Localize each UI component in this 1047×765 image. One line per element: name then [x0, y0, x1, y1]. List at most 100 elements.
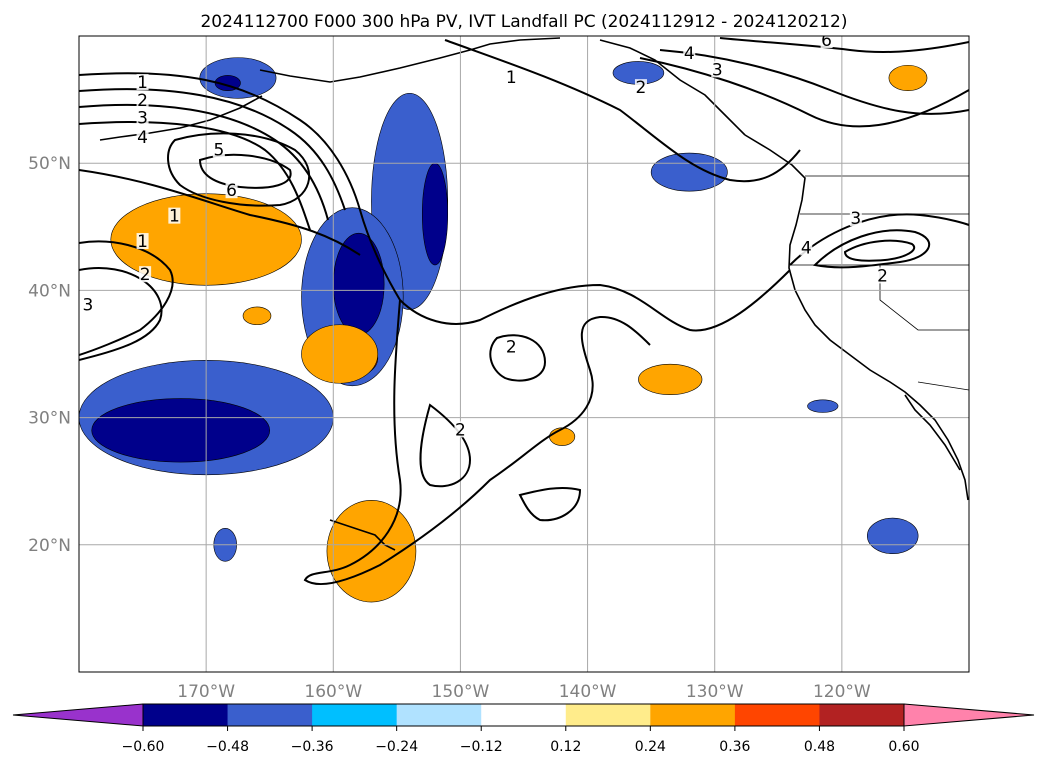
contour-label-11: 2 [636, 78, 647, 98]
contour-label-bg-1 [136, 91, 149, 108]
contour-label-3: 4 [137, 128, 148, 148]
colorbar-high-extension [903, 703, 1035, 727]
contour-label-18: 2 [506, 338, 517, 358]
pv-shaded-region-12 [807, 399, 839, 413]
contour-3-coast [659, 49, 969, 115]
contour-gulf-alaska [444, 39, 801, 183]
chart-title: 2024112700 F000 300 hPa PV, IVT Landfall… [200, 12, 847, 32]
contour-label-5: 6 [226, 181, 237, 201]
contour-label-15: 3 [850, 209, 861, 229]
colorbar-low-extension [12, 703, 144, 727]
contour-label-6: 1 [169, 207, 180, 227]
contour-label-bg-16 [800, 239, 813, 256]
colorbar-segment-5 [481, 704, 567, 726]
contour-label-bg-6 [168, 207, 181, 224]
contour-label-bg-5 [225, 182, 238, 199]
contour-label-bg-10 [505, 68, 518, 85]
pv-shaded-region-9 [650, 152, 728, 192]
contour-label-bg-19 [454, 421, 467, 438]
lon-tick-label-2: 150°W [432, 682, 490, 702]
border-us-mexico [917, 381, 969, 391]
contour-label-10: 1 [506, 68, 517, 88]
colorbar: −0.60 −0.48 −0.36 −0.24 −0.12 0.12 0.24 0.36 0.4… [12, 703, 1035, 755]
lon-tick-label-4: 130°W [686, 682, 744, 702]
colorbar-frame [142, 703, 905, 727]
contour-2-eddy-north [489, 334, 547, 382]
colorbar-segment-3 [312, 704, 398, 726]
contour-label-19: 2 [455, 420, 466, 440]
coastline-aleutians [99, 95, 263, 141]
contour-1-northwest [79, 72, 401, 301]
colorbar-segment-2 [227, 704, 313, 726]
longitude-tick-labels: 170°W 160°W 150°W 140°W 130°W 120°W [177, 682, 871, 702]
lat-tick-label-0: 20°N [28, 536, 71, 556]
contour-6-northeast [719, 37, 969, 54]
contour-2-subtropical [399, 269, 791, 332]
contour-label-12: 4 [684, 44, 695, 64]
colorbar-segment-4 [396, 704, 482, 726]
colorbar-segment-6 [565, 704, 651, 726]
contour-label-bg-4 [212, 141, 225, 158]
lat-tick-label-2: 40°N [28, 281, 71, 301]
contour-label-7: 1 [137, 232, 148, 252]
coastline-west-north-america [744, 134, 969, 501]
contour-1-central [79, 169, 361, 256]
colorbar-tick-label-6: 0.24 [635, 739, 666, 755]
contour-label-bg-9 [81, 296, 94, 313]
colorbar-tick-label-9: 0.60 [888, 739, 919, 755]
pv-shaded-region-17 [638, 363, 703, 396]
contour-2-east [789, 213, 969, 266]
contour-label-bg-12 [683, 44, 696, 61]
contour-4-east [843, 239, 915, 262]
contour-label-bg-2 [136, 109, 149, 126]
lon-tick-label-3: 140°W [559, 682, 617, 702]
contour-label-bg-3 [136, 128, 149, 145]
contour-label-8: 2 [140, 265, 151, 285]
contour-label-bg-13 [711, 61, 724, 78]
contour-2-south-trough [303, 299, 651, 586]
contour-5-loop [167, 132, 311, 207]
colorbar-segment-7 [650, 704, 736, 726]
colorbar-tick-label-8: 0.48 [804, 739, 835, 755]
contour-3-east [812, 229, 930, 269]
pv-shaded-region-16 [301, 324, 379, 384]
contour-label-bg-11 [634, 79, 647, 96]
colorbar-segment-9 [819, 704, 905, 726]
pv-shaded-region-0 [199, 57, 277, 99]
pv-shaded-region-5 [332, 232, 385, 336]
contour-label-13: 3 [712, 60, 723, 80]
contour-label-1: 2 [137, 91, 148, 111]
pv-shaded-region-21 [549, 427, 576, 446]
colorbar-tick-label-2: −0.36 [291, 739, 334, 755]
colorbar-tick-label-4: −0.12 [460, 739, 503, 755]
contour-label-bg-0 [136, 74, 149, 91]
pv-shaded-region-7 [91, 398, 271, 463]
map-background [79, 36, 969, 672]
contour-6-loop [198, 153, 292, 189]
colorbar-tick-label-1: −0.48 [206, 739, 249, 755]
contour-label-bg-14 [820, 36, 833, 49]
contour-2-large [79, 267, 163, 361]
colorbar-tick-label-0: −0.60 [122, 739, 165, 755]
latitude-tick-labels: 20°N 30°N 40°N 50°N [28, 154, 71, 556]
pv-shaded-region-3 [421, 162, 449, 266]
pv-shaded-region-20 [242, 306, 272, 326]
lat-lon-grid [79, 36, 969, 672]
contour-label-bg-15 [849, 210, 862, 227]
contour-2-southeast-arm [518, 486, 582, 522]
contour-label-bg-18 [505, 338, 518, 355]
colorbar-tick-label-5: 0.12 [550, 739, 581, 755]
coastline-alaska-peninsula [259, 37, 561, 83]
contour-2-west [79, 240, 174, 356]
lon-tick-label-1: 160°W [304, 682, 362, 702]
map-frame [78, 35, 970, 673]
pv-shaded-region-11 [866, 517, 919, 555]
contour-label-0: 1 [137, 73, 148, 93]
coastline-southeast-alaska [599, 39, 746, 136]
colorbar-segment-8 [734, 704, 820, 726]
coastline-baja [904, 394, 961, 471]
contour-label-9: 3 [82, 296, 93, 316]
contour-label-17: 2 [877, 266, 888, 286]
lat-tick-label-3: 50°N [28, 154, 71, 174]
